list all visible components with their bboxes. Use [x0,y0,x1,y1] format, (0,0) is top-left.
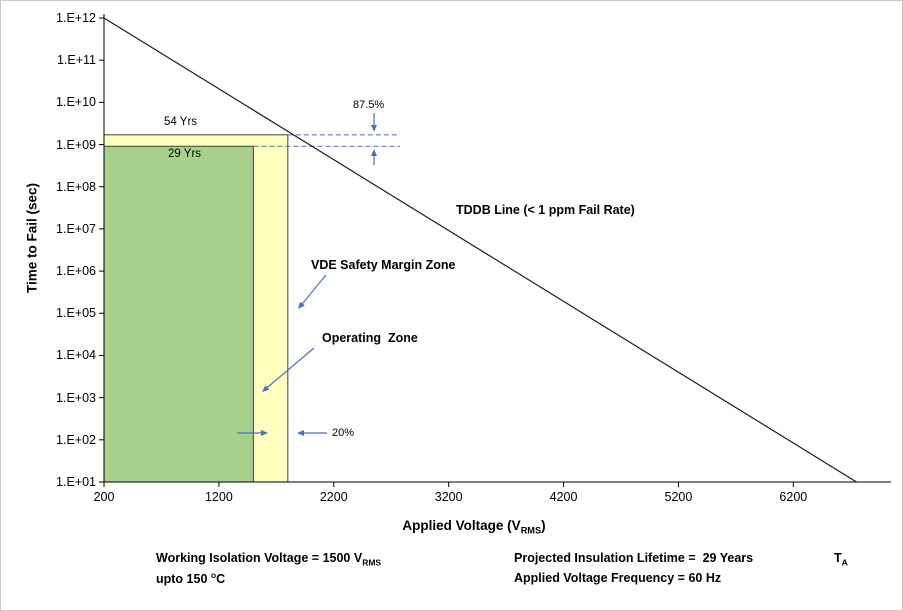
frequency-note: Applied Voltage Frequency = 60 Hz [514,571,722,585]
y-tick-label: 1.E+02 [56,432,96,447]
vde-safety-margin-zone-label: VDE Safety Margin Zone [311,258,456,272]
zone-29yrs-label: 29 Yrs [168,148,202,160]
tddb-line [103,17,857,483]
x-tick-label: 3200 [434,490,463,504]
y-tick-label: 1.E+08 [56,179,96,194]
margin-percentage-label: 87.5% [353,99,385,111]
x-tick-label: 2200 [319,490,348,504]
y-tick-label: 1.E+04 [56,348,96,363]
operating-zone-rect [103,145,254,483]
width-20pct-arrow-left-head [297,430,304,436]
y-tick-label: 1.E+06 [56,264,96,279]
projected-lifetime-note: Projected Insulation Lifetime = 29 Years [514,551,754,565]
celsius-text: C [216,572,226,587]
y-tick-label: 1.E+09 [56,137,96,152]
x-tick-label: 4200 [549,490,578,504]
y-tick-label: 1.E+05 [56,306,96,321]
ambient-temperature-label: TA [834,551,848,568]
x-axis-title: Applied Voltage (VRMS) [104,518,844,536]
vde-zone-pointer-arrow-head [298,301,305,309]
working-voltage-text: Working Isolation Voltage = 1500 V [156,551,363,565]
margin-87pct-arrow-up-head [371,149,377,156]
vde-zone-pointer-arrow [300,274,327,306]
y-tick-label: 1.E+01 [56,475,96,489]
temperature-text: upto 150 [156,572,211,587]
x-tick-label: 1200 [204,490,233,504]
x-tick-label: 200 [93,490,115,504]
x-tick-label: 6200 [779,490,808,504]
width-20pct-arrow-right-head [261,430,268,436]
y-axis-title: Time to Fail (sec) [24,182,40,294]
operating-zone-label: Operating Zone [322,331,418,345]
ta-text: T [834,551,842,565]
degree-superscript: o [210,570,217,580]
vrms-subscript: RMS [362,557,382,568]
y-tick-label: 1.E+12 [56,11,96,25]
working-isolation-voltage-note: Working Isolation Voltage = 1500 VRMS [156,551,381,568]
x-axis-title-subscript: RMS [520,525,542,536]
y-tick-label: 1.E+07 [56,221,96,236]
margin-87pct-arrow-down-head [371,125,377,132]
y-tick-label: 1.E+11 [56,53,96,68]
temperature-note: upto 150 oC [156,570,226,587]
zone-54yrs-label: 54 Yrs [164,116,198,128]
y-tick-label: 1.E+10 [56,95,96,110]
x-tick-label: 5200 [664,490,693,504]
x-axis-title-close: ) [541,518,546,533]
operating-zone-pointer-arrow-head [262,385,270,392]
y-tick-label: 1.E+03 [56,390,96,405]
width-percentage-label: 20% [332,427,355,439]
operating-zone-pointer-arrow [265,347,315,390]
x-axis-title-text: Applied Voltage (V [402,518,521,533]
tddb-line-label: TDDB Line (< 1 ppm Fail Rate) [456,203,635,217]
ta-subscript: A [841,557,848,568]
